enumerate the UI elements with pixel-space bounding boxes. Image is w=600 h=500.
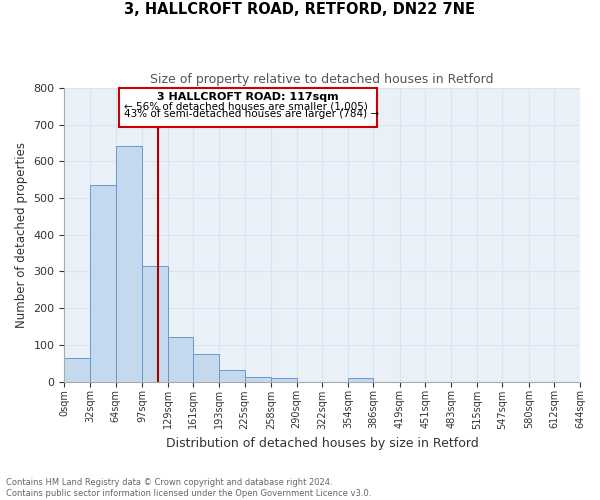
Bar: [219, 370, 245, 382]
Text: Contains HM Land Registry data © Crown copyright and database right 2024.
Contai: Contains HM Land Registry data © Crown c…: [6, 478, 371, 498]
Text: 3 HALLCROFT ROAD: 117sqm: 3 HALLCROFT ROAD: 117sqm: [157, 92, 338, 102]
Text: 3, HALLCROFT ROAD, RETFORD, DN22 7NE: 3, HALLCROFT ROAD, RETFORD, DN22 7NE: [125, 2, 476, 18]
Bar: [245, 377, 271, 382]
Bar: [116, 146, 142, 382]
Bar: [271, 378, 296, 382]
Bar: [167, 337, 193, 382]
Bar: [348, 378, 373, 382]
Text: 43% of semi-detached houses are larger (784) →: 43% of semi-detached houses are larger (…: [124, 108, 379, 118]
Bar: [193, 354, 219, 382]
FancyBboxPatch shape: [119, 88, 377, 126]
Bar: [90, 184, 116, 382]
Title: Size of property relative to detached houses in Retford: Size of property relative to detached ho…: [151, 72, 494, 86]
X-axis label: Distribution of detached houses by size in Retford: Distribution of detached houses by size …: [166, 437, 479, 450]
Y-axis label: Number of detached properties: Number of detached properties: [15, 142, 28, 328]
Bar: [64, 358, 90, 382]
Bar: [142, 266, 167, 382]
Text: ← 56% of detached houses are smaller (1,005): ← 56% of detached houses are smaller (1,…: [124, 102, 368, 112]
